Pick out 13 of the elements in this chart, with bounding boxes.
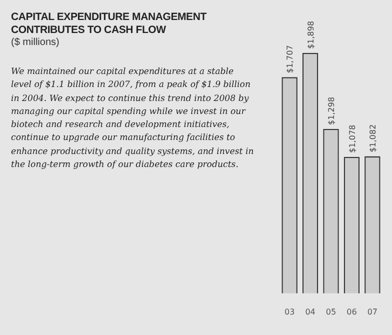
- text: CAPITAL EXPENDITURE MANAGEMENT CONTRIBUTES TO CASH FLOW: [11, 11, 208, 37]
- data-label: $1,707: [286, 45, 295, 74]
- text: ($ millions): [11, 37, 60, 49]
- data-label: $1,078: [348, 124, 357, 153]
- x-tick-label: 04: [305, 307, 316, 316]
- data-label: $1,082: [368, 124, 378, 152]
- data-label: $1,898: [306, 20, 316, 49]
- x-tick-label: 03: [284, 307, 295, 316]
- x-tick-label: 07: [367, 307, 378, 316]
- x-tick-label: 06: [346, 307, 357, 316]
- x-tick-label: 05: [326, 307, 336, 316]
- text: We maintained our capital expenditures at a stable level of $1.1 billion in 2007, from a peak of $1.9 billion in 2004. We expect to continue this trend into 2008 by managing our capital spending while we invest in our biotech and research and development initiatives, continue to upgrade our manufacturing facilities to enhance productivity and quality systems, and invest in the long-term growth of our diabetes care products.: [11, 66, 255, 172]
- data-label: $1,298: [327, 96, 336, 125]
